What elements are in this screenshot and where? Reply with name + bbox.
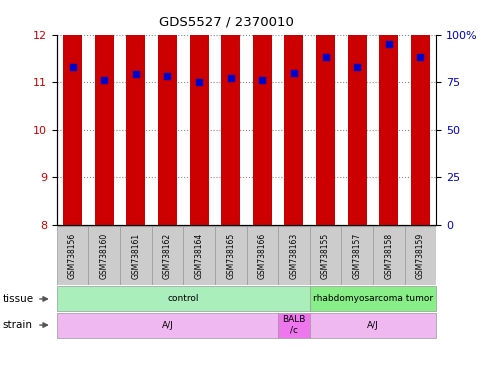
FancyBboxPatch shape — [310, 226, 341, 285]
Point — [100, 77, 108, 83]
Text: A/J: A/J — [367, 321, 379, 329]
Text: GSM738163: GSM738163 — [289, 232, 298, 279]
Point — [258, 77, 266, 83]
FancyBboxPatch shape — [215, 226, 246, 285]
Point — [385, 41, 393, 47]
Text: GSM738161: GSM738161 — [131, 232, 141, 279]
FancyBboxPatch shape — [120, 226, 152, 285]
Point — [321, 54, 329, 60]
FancyBboxPatch shape — [405, 226, 436, 285]
Point — [290, 70, 298, 76]
Text: GSM738155: GSM738155 — [321, 232, 330, 279]
Text: rhabdomyosarcoma tumor: rhabdomyosarcoma tumor — [313, 295, 433, 303]
FancyBboxPatch shape — [278, 226, 310, 285]
Point — [164, 73, 172, 79]
FancyBboxPatch shape — [88, 226, 120, 285]
Bar — [284, 0, 304, 225]
Point — [195, 79, 203, 85]
FancyBboxPatch shape — [246, 226, 278, 285]
Bar — [253, 0, 272, 225]
Text: A/J: A/J — [162, 321, 174, 329]
FancyBboxPatch shape — [57, 313, 278, 338]
FancyBboxPatch shape — [310, 286, 436, 311]
Text: strain: strain — [2, 320, 33, 330]
Text: BALB
/c: BALB /c — [282, 315, 306, 335]
Point — [353, 64, 361, 70]
FancyBboxPatch shape — [373, 226, 405, 285]
Point — [417, 54, 424, 60]
Text: GSM738157: GSM738157 — [352, 232, 362, 279]
Bar — [189, 0, 209, 225]
Text: control: control — [168, 295, 199, 303]
Point — [227, 75, 235, 81]
FancyBboxPatch shape — [57, 226, 88, 285]
FancyBboxPatch shape — [57, 286, 310, 311]
Bar — [411, 0, 430, 225]
Point — [132, 71, 140, 78]
Text: GSM738165: GSM738165 — [226, 232, 235, 279]
Text: GSM738159: GSM738159 — [416, 232, 425, 279]
Text: GSM738162: GSM738162 — [163, 232, 172, 279]
Text: GSM738166: GSM738166 — [258, 232, 267, 279]
Bar — [221, 0, 240, 225]
Bar — [316, 0, 335, 225]
Bar — [380, 0, 398, 225]
Text: tissue: tissue — [2, 294, 34, 304]
FancyBboxPatch shape — [278, 313, 310, 338]
FancyBboxPatch shape — [341, 226, 373, 285]
Text: GSM738156: GSM738156 — [68, 232, 77, 279]
Bar — [95, 0, 113, 225]
Bar — [348, 0, 367, 225]
FancyBboxPatch shape — [310, 313, 436, 338]
FancyBboxPatch shape — [152, 226, 183, 285]
Point — [69, 64, 76, 70]
Text: GDS5527 / 2370010: GDS5527 / 2370010 — [159, 15, 294, 28]
Text: GSM738158: GSM738158 — [385, 232, 393, 279]
Bar — [126, 0, 145, 225]
Text: GSM738164: GSM738164 — [195, 232, 204, 279]
Bar — [63, 0, 82, 225]
Bar — [158, 0, 177, 225]
Text: GSM738160: GSM738160 — [100, 232, 108, 279]
FancyBboxPatch shape — [183, 226, 215, 285]
